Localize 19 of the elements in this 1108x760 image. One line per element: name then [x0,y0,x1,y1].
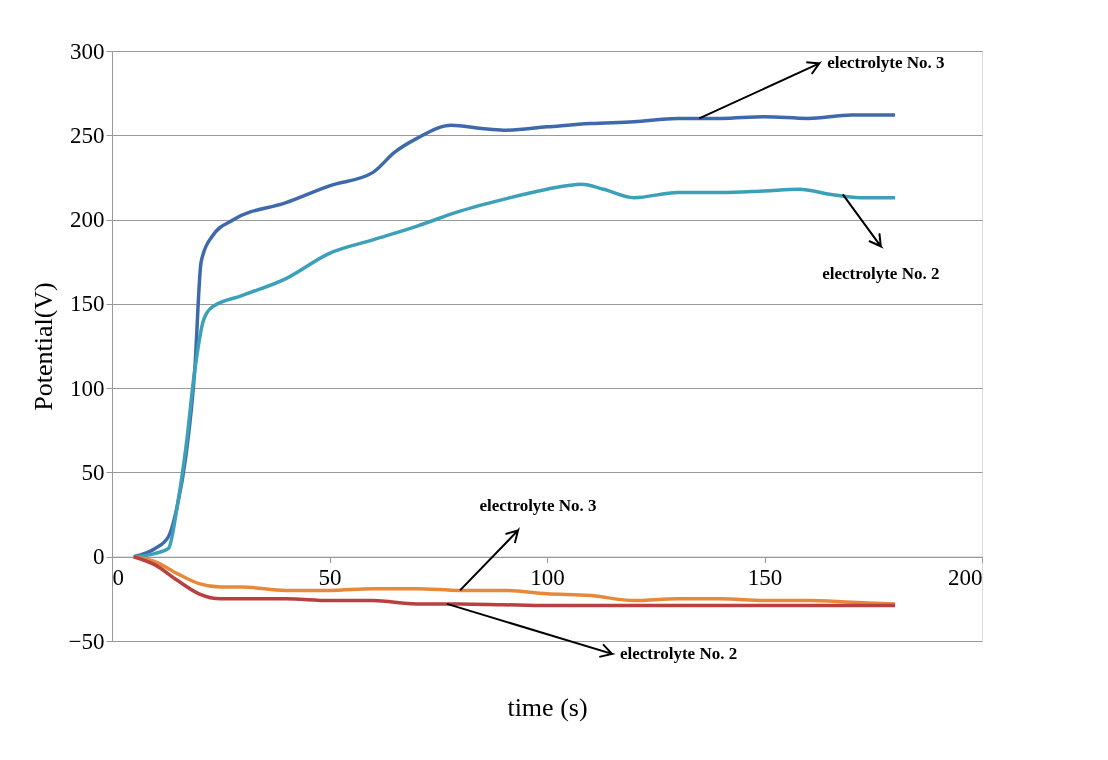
x-tick-label: 50 [318,565,342,591]
y-tick-label: 300 [70,38,105,64]
annotation: electrolyte No. 2 [619,643,738,663]
y-tick-label: 100 [70,375,105,401]
annotation: electrolyte No. 3 [479,496,597,516]
x-tick-label: 200 [948,565,983,591]
y-tick-label: 0 [93,544,105,570]
x-tick-label: 100 [530,565,565,591]
y-tick-label: −50 [68,628,105,654]
annotation: electrolyte No. 2 [822,264,940,284]
y-tick-label: 250 [70,122,105,148]
y-tick-label: 200 [70,207,105,233]
y-axis-title: Potential(V) [28,282,58,411]
annotation: electrolyte No. 3 [827,53,945,73]
y-tick-label: 50 [81,459,105,485]
y-tick-label: 150 [70,291,105,317]
x-tick-label: 0 [112,565,124,591]
x-tick-label: 150 [747,565,783,591]
x-axis-title: time (s) [507,692,588,722]
